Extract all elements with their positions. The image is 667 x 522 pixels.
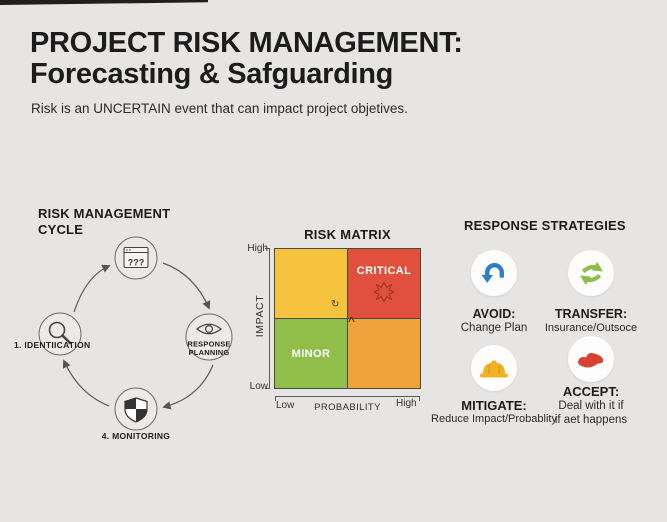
rotate-mark-icon: ↻ xyxy=(331,299,340,310)
critical-label: CRITICAL xyxy=(356,264,412,277)
shield-icon xyxy=(124,397,148,423)
matrix-quadrant-high-impact-low-prob xyxy=(275,249,347,318)
identification-label: 1. IDENTIICATION xyxy=(14,340,90,350)
transfer-name: TRANSFER: xyxy=(554,307,628,321)
u-turn-arrow-icon xyxy=(481,262,504,283)
accept-name: ACCEPT: xyxy=(562,384,620,399)
mitigate-name: MITIGATE: xyxy=(461,398,527,413)
assessment-glyphs: ??? xyxy=(128,258,145,268)
minor-label: MINOR xyxy=(291,347,331,360)
starburst-icon xyxy=(373,281,395,302)
top-edge-decoration xyxy=(0,0,208,5)
matrix-quadrant-minor: MINOR xyxy=(275,319,347,388)
identification-node xyxy=(38,312,82,356)
caret-mark-icon: ^ xyxy=(348,314,356,328)
magnifier-icon xyxy=(48,321,72,345)
hard-hat-icon xyxy=(480,360,508,377)
arrow-assessment-to-response xyxy=(162,262,211,310)
accept-desc-line2: if aet happens xyxy=(554,414,628,426)
probability-axis-label: PROBABILITY xyxy=(314,402,381,413)
cycle-nodes xyxy=(38,236,233,431)
impact-low-label: Low xyxy=(249,381,268,392)
probability-axis-tick-left xyxy=(275,396,276,401)
accept-desc-line1: Deal with it if xyxy=(558,400,624,412)
page-title-line2: Forecasting & Safguarding xyxy=(30,58,394,90)
page-title-line1: PROJECT RISK MANAGEMENT: xyxy=(30,27,463,59)
page-title: PROJECT RISK MANAGEMENT: Forecasting & S… xyxy=(30,28,463,90)
matrix-quadrant-critical: CRITICAL xyxy=(348,249,420,318)
matrix-title: RISK MATRIX xyxy=(304,227,391,242)
probability-axis-tick-right xyxy=(419,396,420,401)
impact-high-label: High xyxy=(247,243,268,254)
open-hand-icon xyxy=(578,352,604,367)
arrow-monitoring-to-identification xyxy=(62,359,110,407)
matrix-quadrant-low-impact-high-prob xyxy=(348,319,420,388)
monitoring-node xyxy=(114,387,158,431)
avoid-icon-circle xyxy=(471,250,517,296)
probability-axis-line xyxy=(275,396,420,397)
monitoring-label: 4. MONITORING xyxy=(102,431,171,441)
cycle-heading-line2: CYCLE xyxy=(38,221,84,237)
assessment-node xyxy=(114,236,158,280)
mitigate-icon-circle xyxy=(471,345,517,391)
response-planning-label-line2: PLANNING xyxy=(189,348,230,357)
impact-axis-tick-top xyxy=(265,248,270,249)
mitigate-desc: Reduce Impact/Probablity xyxy=(431,413,557,425)
transfer-desc: Insurance/Outsoce xyxy=(544,322,638,334)
question-window-icon: ??? xyxy=(123,246,149,269)
impact-axis-line xyxy=(269,248,270,389)
impact-axis-label: IMPACT xyxy=(254,294,266,338)
avoid-name: AVOID: xyxy=(472,307,516,321)
strategies-heading: RESPONSE STRATEGIES xyxy=(464,218,626,233)
cycle-arrows xyxy=(62,262,214,410)
response-planning-label-line1: RESPONSE xyxy=(187,340,230,349)
cycle-arrows-icon xyxy=(579,261,603,285)
cycle-heading-line1: RISK MANAGEMENT xyxy=(38,206,171,221)
avoid-desc: Change Plan xyxy=(460,322,528,334)
transfer-icon-circle xyxy=(568,250,614,296)
probability-high-label: High xyxy=(396,398,417,409)
arrow-response-to-monitoring xyxy=(162,364,214,410)
eye-icon xyxy=(196,323,222,335)
probability-low-label: Low xyxy=(276,400,295,411)
accept-icon-circle xyxy=(568,336,614,382)
cycle-heading: RISK MANAGEMENT CYCLE xyxy=(38,206,170,237)
response-planning-node xyxy=(185,313,233,361)
arrow-identification-to-assessment xyxy=(73,264,111,313)
risk-matrix: CRITICAL MINOR ↻ ^ xyxy=(274,248,421,389)
page-subtitle: Risk is an UNCERTAIN event that can impa… xyxy=(31,101,408,116)
impact-axis-tick-bottom xyxy=(265,388,270,389)
